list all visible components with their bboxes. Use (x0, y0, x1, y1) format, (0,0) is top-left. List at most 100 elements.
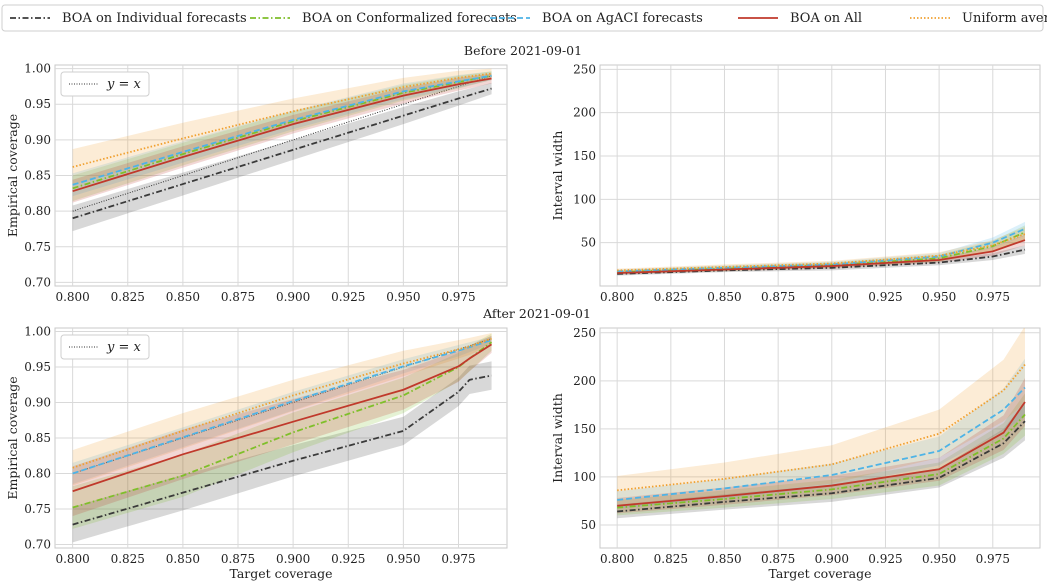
confidence-band (72, 73, 492, 203)
x-tick-label: 0.950 (922, 552, 956, 566)
x-tick-label: 0.975 (441, 552, 475, 566)
legend-label: BOA on Conformalized forecasts (302, 11, 517, 26)
x-axis-label: Target coverage (229, 566, 332, 581)
legend-label: BOA on Individual forecasts (62, 11, 247, 26)
x-tick-label: 0.950 (922, 290, 956, 304)
confidence-band (72, 71, 492, 202)
x-tick-label: 0.800 (600, 552, 634, 566)
x-tick-label: 0.975 (441, 290, 475, 304)
y-tick-label: 250 (573, 326, 596, 340)
y-tick-label: 1.00 (24, 62, 51, 76)
x-tick-label: 0.875 (761, 290, 795, 304)
series-line (72, 74, 492, 186)
x-tick-label: 0.800 (600, 290, 634, 304)
figure-legend: BOA on Individual forecasts BOA on Confor… (1, 4, 1047, 32)
confidence-band (72, 336, 492, 485)
x-tick-label: 0.950 (386, 552, 420, 566)
y-tick-label: 0.70 (24, 275, 51, 289)
y-tick-label: 100 (573, 192, 596, 206)
panel-1: 0.800 0.825 0.850 0.875 0.900 0.925 0.950 0.975… (550, 62, 1041, 304)
y-tick-label: 0.80 (24, 466, 51, 480)
confidence-band (72, 361, 492, 543)
y-tick-label: 250 (573, 62, 596, 76)
data-layer (617, 221, 1026, 276)
x-tick-label: 0.800 (55, 552, 89, 566)
series-line (617, 420, 1026, 513)
confidence-band (72, 332, 492, 486)
confidence-band (72, 333, 492, 529)
y-tick-label: 100 (573, 470, 596, 484)
series-line (617, 233, 1026, 272)
series-line (72, 72, 492, 168)
data-layer (617, 328, 1026, 519)
y-tick-label: 0.85 (24, 169, 51, 183)
confidence-band (72, 335, 492, 517)
y-axis-label: Interval width (550, 393, 565, 483)
confidence-band (617, 358, 1025, 509)
confidence-band (617, 377, 1025, 514)
x-tick-label: 0.800 (55, 290, 89, 304)
inset-legend-frame (60, 334, 150, 360)
inset-legend-label: y = x (106, 77, 142, 92)
x-tick-label: 0.850 (166, 290, 200, 304)
x-tick-label: 0.975 (976, 552, 1010, 566)
series-line (617, 413, 1026, 509)
confidence-band (617, 393, 1025, 516)
x-tick-label: 0.825 (654, 552, 688, 566)
plots: 0.800 0.825 0.850 0.875 0.900 0.925 0.950 0.975… (5, 62, 1041, 581)
legend-label: Uniform average (962, 11, 1047, 26)
confidence-band (617, 401, 1025, 519)
x-tick-label: 0.900 (276, 290, 310, 304)
y-axis-label: Interval width (550, 131, 565, 221)
inset-legend-label: y = x (106, 340, 142, 355)
x-tick-label: 0.850 (707, 290, 741, 304)
x-tick-label: 0.925 (331, 290, 365, 304)
plot-area (599, 327, 1041, 549)
y-tick-label: 50 (581, 236, 596, 250)
y-tick-label: 150 (573, 149, 596, 163)
y-tick-label: 0.95 (24, 360, 51, 374)
y-tick-label: 0.90 (24, 133, 51, 147)
x-tick-label: 0.925 (868, 552, 902, 566)
panel-3: 0.800 0.825 0.850 0.875 0.900 0.925 0.950 0.975… (550, 326, 1041, 581)
y-tick-label: 200 (573, 374, 596, 388)
confidence-band (617, 328, 1025, 505)
y-tick-label: 0.80 (24, 204, 51, 218)
data-layer (72, 68, 492, 232)
x-tick-label: 0.900 (276, 552, 310, 566)
series-line (72, 339, 492, 475)
inset-legend-frame (60, 71, 150, 97)
x-axis-label: Target coverage (768, 566, 871, 581)
y-tick-label: 50 (581, 518, 596, 532)
inset-legend: y = x (60, 334, 150, 360)
y-tick-label: 0.75 (24, 240, 51, 254)
series-line (72, 374, 492, 526)
legend-label: BOA on All (790, 11, 862, 26)
x-tick-label: 0.950 (386, 290, 420, 304)
panel-0: 0.800 0.825 0.850 0.875 0.900 0.925 0.950 0.975… (5, 62, 508, 304)
inset-legend: y = x (60, 71, 150, 97)
y-axis-label: Empirical coverage (5, 376, 20, 499)
series-line (72, 337, 492, 469)
x-tick-label: 0.925 (331, 552, 365, 566)
y-axis-label: Empirical coverage (5, 114, 20, 237)
x-tick-label: 0.850 (166, 552, 200, 566)
panel-2: 0.800 0.825 0.850 0.875 0.900 0.925 0.950 0.975… (5, 325, 508, 581)
plot-area (599, 64, 1041, 287)
y-tick-label: 0.75 (24, 502, 51, 516)
y-tick-label: 0.90 (24, 396, 51, 410)
x-tick-label: 0.900 (815, 290, 849, 304)
panel-title-after: After 2021-09-01 (482, 306, 591, 321)
series-line (617, 239, 1026, 274)
series-line (72, 74, 492, 190)
x-tick-label: 0.900 (815, 552, 849, 566)
series-line (72, 77, 492, 193)
panel-title-before: Before 2021-09-01 (464, 43, 582, 58)
x-tick-label: 0.850 (707, 552, 741, 566)
x-tick-label: 0.825 (654, 290, 688, 304)
x-tick-label: 0.875 (761, 552, 795, 566)
y-tick-label: 150 (573, 422, 596, 436)
legend-label: BOA on AgACI forecasts (542, 11, 703, 26)
x-tick-label: 0.975 (976, 290, 1010, 304)
